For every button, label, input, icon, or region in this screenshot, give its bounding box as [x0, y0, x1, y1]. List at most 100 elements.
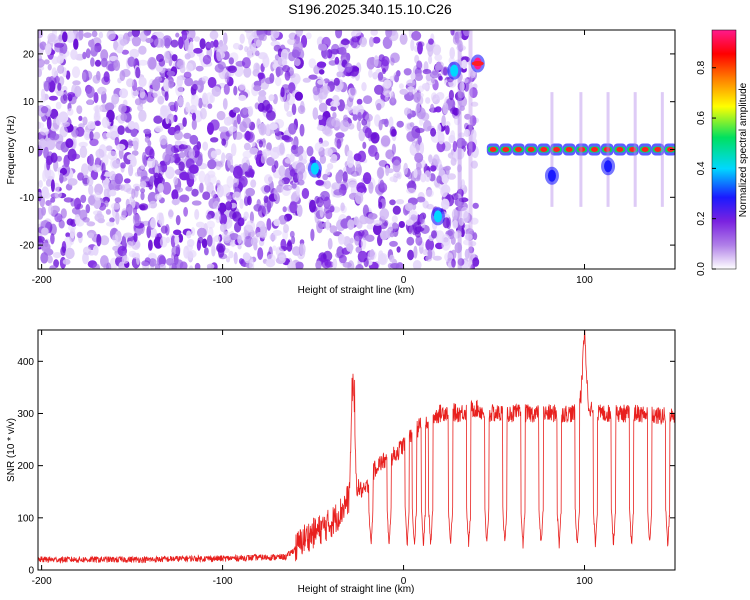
noise-speck: [253, 80, 262, 88]
noise-speck: [266, 156, 275, 166]
noise-speck: [329, 225, 338, 234]
snr-frame: [37, 329, 676, 571]
noise-speck: [171, 189, 179, 201]
noise-speck: [414, 73, 423, 81]
noise-speck: [88, 153, 94, 167]
noise-speck: [428, 38, 434, 45]
noise-speck: [441, 174, 450, 184]
noise-speck: [363, 95, 373, 104]
noise-speck: [284, 70, 291, 81]
noise-speck: [110, 202, 121, 210]
noise-speck: [174, 130, 183, 141]
noise-speck: [257, 72, 264, 80]
noise-speck: [58, 52, 65, 61]
noise-speck: [373, 219, 383, 226]
noise-speck: [157, 183, 164, 193]
noise-speck: [388, 116, 394, 129]
noise-speck: [399, 88, 409, 95]
noise-speck: [179, 65, 186, 74]
noise-speck: [316, 196, 324, 208]
noise-speck: [298, 154, 303, 161]
noise-speck: [138, 45, 147, 55]
noise-speck: [425, 97, 431, 104]
noise-speck: [333, 77, 340, 86]
noise-speck: [202, 191, 211, 200]
noise-speck: [112, 245, 120, 252]
noise-speck: [301, 188, 310, 199]
noise-speck: [305, 32, 312, 40]
noise-speck: [295, 30, 304, 37]
noise-speck: [85, 133, 91, 139]
noise-speck: [139, 88, 146, 99]
noise-speck: [216, 243, 226, 253]
noise-speck: [450, 236, 456, 245]
noise-speck: [189, 104, 197, 114]
noise-speck: [407, 249, 415, 261]
noise-speck: [266, 218, 272, 231]
noise-speck: [159, 111, 166, 119]
noise-speck: [175, 215, 181, 226]
noise-speck: [443, 67, 448, 76]
noise-speck: [274, 118, 285, 129]
noise-speck: [74, 85, 82, 98]
noise-speck: [76, 105, 83, 114]
noise-speck: [219, 223, 227, 233]
noise-speck: [327, 238, 333, 250]
noise-speck: [416, 162, 422, 171]
noise-speck: [115, 211, 120, 225]
noise-speck: [258, 140, 263, 148]
noise-speck: [259, 226, 268, 239]
noise-speck: [175, 32, 180, 38]
snr-background: [38, 330, 675, 570]
noise-speck: [40, 106, 49, 114]
noise-speck: [149, 228, 157, 238]
noise-speck: [251, 141, 256, 147]
noise-speck: [436, 175, 442, 184]
noise-speck: [152, 89, 161, 99]
noise-speck: [322, 250, 333, 262]
noise-speck: [295, 162, 306, 175]
noise-speck: [384, 96, 389, 102]
noise-speck: [281, 59, 288, 67]
noise-speck: [222, 98, 228, 110]
noise-speck: [57, 64, 65, 74]
noise-speck: [238, 175, 248, 188]
noise-speck: [391, 143, 396, 155]
noise-speck: [42, 169, 47, 182]
noise-speck: [237, 243, 242, 250]
noise-speck: [185, 185, 193, 192]
noise-speck: [450, 30, 455, 36]
noise-speck: [283, 136, 294, 143]
noise-speck: [39, 195, 45, 208]
noise-speck: [299, 243, 306, 256]
noise-speck: [340, 39, 350, 46]
noise-speck: [365, 234, 375, 242]
noise-speck: [379, 208, 390, 220]
noise-speck: [189, 134, 199, 145]
noise-speck: [207, 170, 216, 178]
noise-speck: [87, 232, 95, 239]
noise-speck: [395, 262, 404, 269]
noise-speck: [210, 137, 219, 143]
noise-speck: [451, 258, 456, 268]
noise-speck: [419, 142, 425, 155]
noise-speck: [442, 102, 449, 115]
noise-speck: [362, 141, 367, 149]
noise-speck: [177, 96, 184, 107]
noise-speck: [179, 171, 190, 181]
noise-speck: [415, 235, 423, 246]
y-tick-label: 400: [17, 357, 34, 368]
noise-speck: [381, 59, 389, 73]
noise-speck: [339, 254, 347, 264]
noise-speck: [317, 79, 326, 85]
noise-speck: [41, 206, 46, 216]
noise-speck: [45, 137, 56, 151]
noise-speck: [361, 118, 368, 126]
noise-speck: [472, 257, 480, 267]
noise-speck: [336, 71, 343, 78]
noise-speck: [234, 221, 242, 233]
noise-speck: [185, 62, 194, 72]
carrier-smear: [633, 92, 637, 207]
noise-speck: [470, 101, 479, 107]
noise-speck: [414, 152, 424, 163]
